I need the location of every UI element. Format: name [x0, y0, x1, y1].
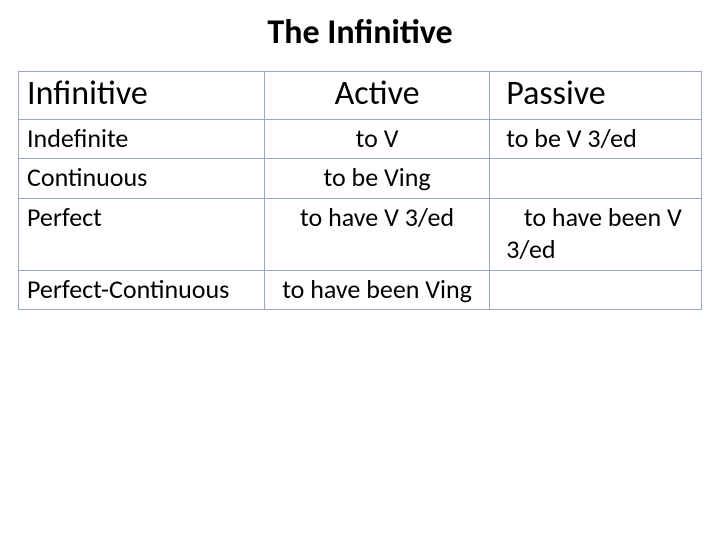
cell-passive	[490, 159, 702, 199]
cell-passive: to be V 3/ed	[490, 119, 702, 159]
col-header-active: Active	[264, 72, 489, 120]
cell-active: to be Ving	[264, 159, 489, 199]
cell-aspect: Perfect	[19, 198, 265, 270]
table-header-row: Infinitive Active Passive	[19, 72, 702, 120]
col-header-infinitive: Infinitive	[19, 72, 265, 120]
cell-passive	[490, 270, 702, 310]
cell-aspect: Continuous	[19, 159, 265, 199]
cell-passive: to have been V 3/ed	[490, 198, 702, 270]
table-row: Continuous to be Ving	[19, 159, 702, 199]
cell-active: to have V 3/ed	[264, 198, 489, 270]
cell-active: to V	[264, 119, 489, 159]
cell-aspect: Perfect-Continuous	[19, 270, 265, 310]
col-header-passive: Passive	[490, 72, 702, 120]
table-row: Indefinite to V to be V 3/ed	[19, 119, 702, 159]
table-row: Perfect-Continuous to have been Ving	[19, 270, 702, 310]
cell-aspect: Indefinite	[19, 119, 265, 159]
cell-active: to have been Ving	[264, 270, 489, 310]
infinitive-table: Infinitive Active Passive Indefinite to …	[18, 71, 702, 310]
page-title: The Infinitive	[18, 12, 702, 53]
slide: The Infinitive Infinitive Active Passive…	[0, 0, 720, 540]
table-row: Perfect to have V 3/ed to have been V 3/…	[19, 198, 702, 270]
